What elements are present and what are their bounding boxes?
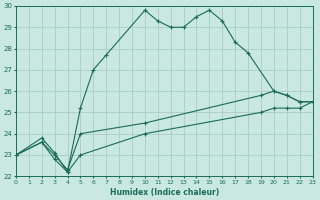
X-axis label: Humidex (Indice chaleur): Humidex (Indice chaleur): [110, 188, 219, 197]
